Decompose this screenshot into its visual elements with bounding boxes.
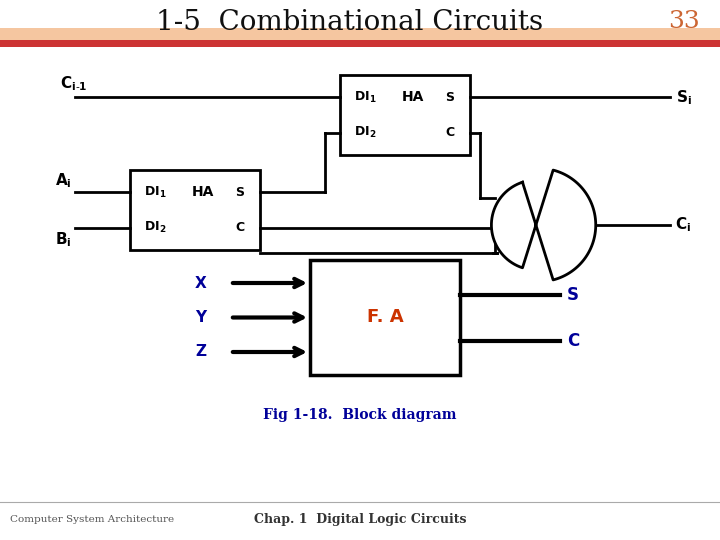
Text: C: C xyxy=(567,332,580,349)
Text: $\mathbf{C_i}$: $\mathbf{C_i}$ xyxy=(675,215,691,234)
Polygon shape xyxy=(492,170,595,280)
Text: $\mathbf{DI_1}$: $\mathbf{DI_1}$ xyxy=(144,185,166,200)
Bar xyxy=(310,260,460,375)
Text: Fig 1-18.  Block diagram: Fig 1-18. Block diagram xyxy=(264,408,456,422)
Text: S: S xyxy=(446,91,454,104)
Text: Computer System Architecture: Computer System Architecture xyxy=(10,516,174,524)
Text: HA: HA xyxy=(192,185,215,199)
Text: F. A: F. A xyxy=(366,308,403,327)
Text: S: S xyxy=(235,186,245,199)
Text: C: C xyxy=(446,126,454,139)
Text: X: X xyxy=(195,275,207,291)
Text: Chap. 1  Digital Logic Circuits: Chap. 1 Digital Logic Circuits xyxy=(253,514,467,526)
Bar xyxy=(340,75,470,155)
Text: Y: Y xyxy=(195,310,206,325)
Text: Z: Z xyxy=(195,345,206,360)
Bar xyxy=(0,28,720,40)
Text: $\mathbf{S_i}$: $\mathbf{S_i}$ xyxy=(676,88,692,107)
Bar xyxy=(130,170,260,250)
Text: C: C xyxy=(235,221,245,234)
Text: 33: 33 xyxy=(668,10,700,33)
Text: $\mathbf{DI_2}$: $\mathbf{DI_2}$ xyxy=(144,220,166,235)
Text: $\mathbf{DI_2}$: $\mathbf{DI_2}$ xyxy=(354,125,377,140)
Text: $\mathbf{A_i}$: $\mathbf{A_i}$ xyxy=(55,171,72,190)
Text: $\mathbf{DI_1}$: $\mathbf{DI_1}$ xyxy=(354,90,377,105)
Text: $\mathbf{C_{i\text{-}1}}$: $\mathbf{C_{i\text{-}1}}$ xyxy=(60,74,88,93)
Bar xyxy=(0,40,720,47)
Text: HA: HA xyxy=(402,90,424,104)
Text: 1-5  Combinational Circuits: 1-5 Combinational Circuits xyxy=(156,9,544,36)
Text: S: S xyxy=(567,286,579,303)
Text: $\mathbf{B_i}$: $\mathbf{B_i}$ xyxy=(55,230,71,249)
